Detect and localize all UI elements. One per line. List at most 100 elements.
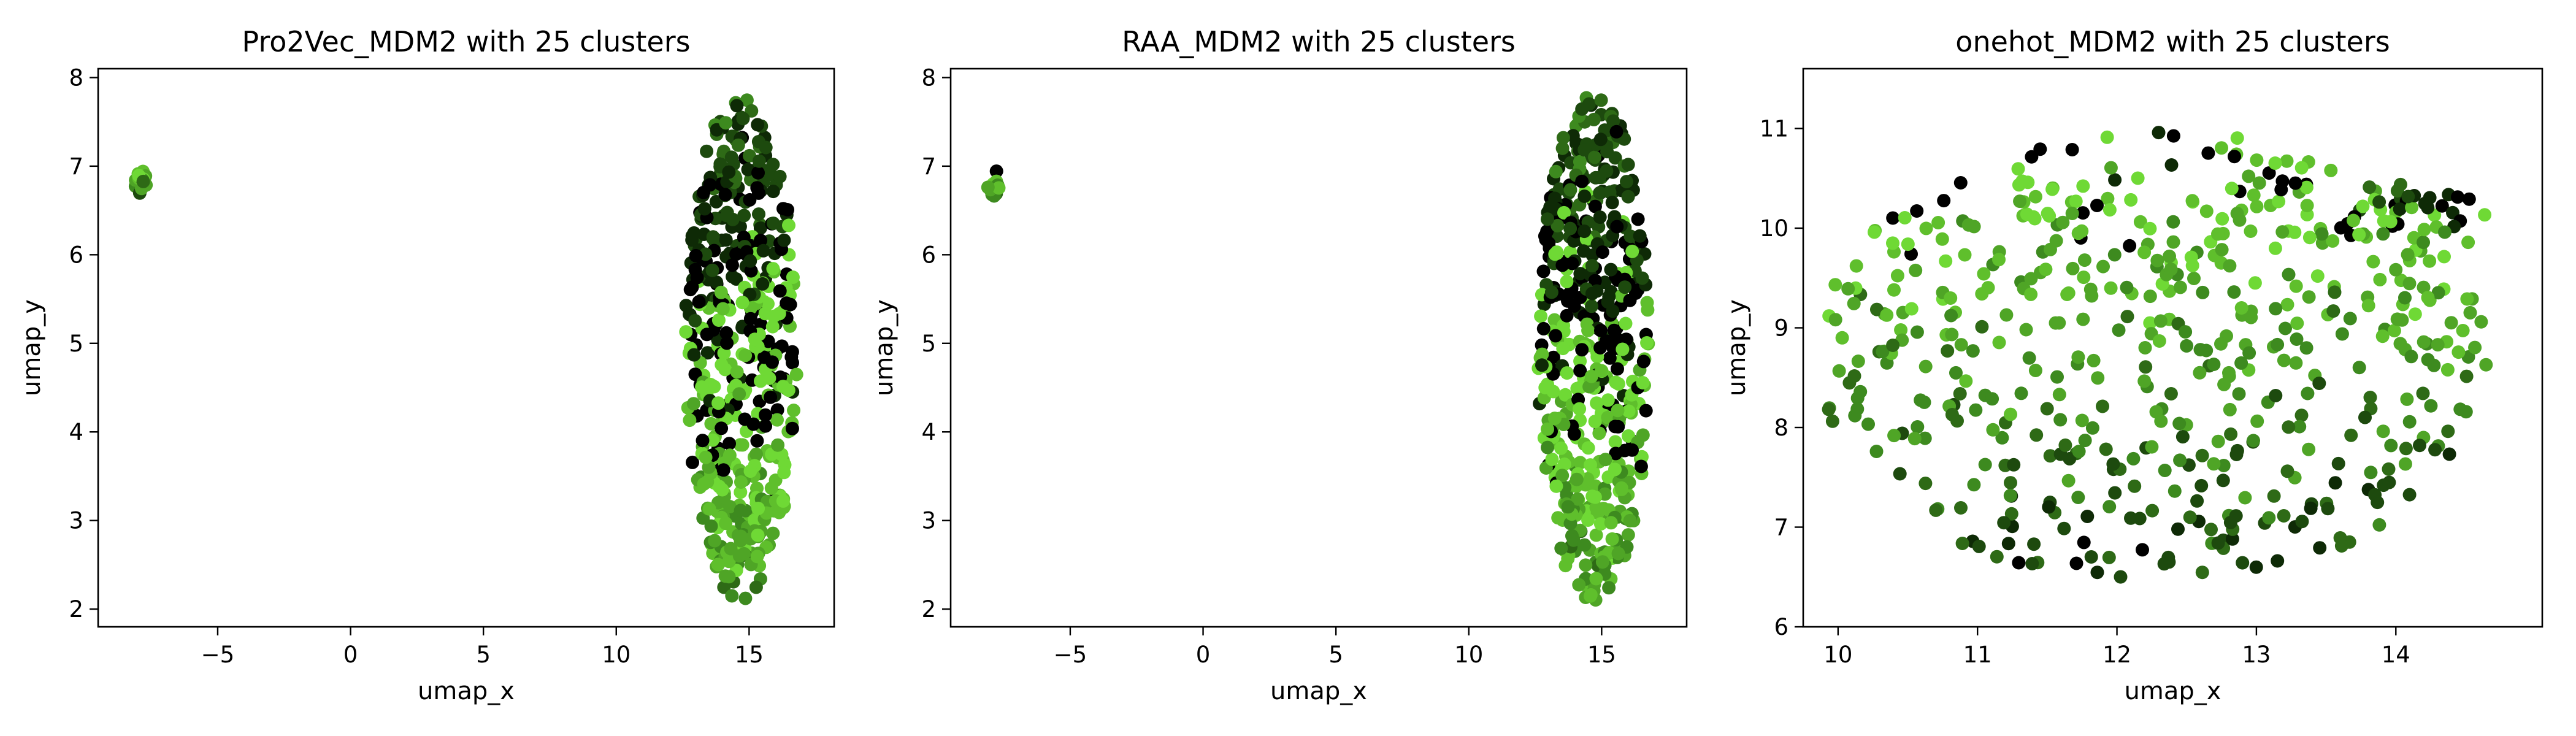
scatter-point [2375, 329, 2390, 343]
scatter-point [2361, 299, 2375, 313]
scatter-point [2028, 190, 2042, 204]
scatter-point [2313, 541, 2327, 555]
scatter-point [715, 358, 729, 372]
scatter-point [772, 505, 786, 519]
scatter-point [1593, 517, 1608, 531]
scatter-point [2478, 208, 2492, 222]
scatter-point [1639, 404, 1653, 418]
chart-title: Pro2Vec_MDM2 with 25 clusters [242, 25, 690, 58]
scatter-point [764, 481, 778, 495]
scatter-point [1944, 291, 1958, 305]
scatter-point [1635, 450, 1649, 464]
scatter-point [1640, 336, 1654, 350]
scatter-point [2248, 276, 2262, 290]
scatter-point [1975, 320, 1989, 334]
scatter-point [731, 138, 745, 152]
x-tick-label: −5 [1054, 642, 1087, 668]
scatter-point [1604, 516, 1618, 530]
y-axis-label: umap_y [870, 299, 899, 396]
scatter-panel-raa: RAA_MDM2 with 25 clusters umap_x umap_y … [870, 25, 1688, 705]
scatter-point [2069, 556, 2083, 570]
scatter-point [2019, 323, 2033, 337]
y-tick-label: 11 [1760, 116, 1788, 142]
scatter-point [1822, 402, 1836, 416]
scatter-point [1538, 381, 1552, 394]
x-tick-label: −5 [201, 642, 235, 668]
scatter-point [1557, 457, 1571, 471]
scatter-point [785, 421, 799, 435]
scatter-point [2302, 231, 2317, 245]
scatter-point [765, 320, 780, 334]
y-tick-label: 7 [69, 153, 83, 180]
scatter-point [1575, 343, 1589, 357]
x-tick-label: 12 [2103, 642, 2131, 668]
scatter-point [766, 217, 780, 231]
scatter-point [2299, 180, 2313, 194]
scatter-point [1549, 164, 1563, 178]
scatter-point [2004, 476, 2017, 490]
scatter-point [1535, 347, 1549, 361]
scatter-point [1828, 313, 1842, 327]
scatter-point [2294, 408, 2309, 423]
scatter-point [2196, 285, 2210, 299]
scatter-point [697, 202, 711, 216]
scatter-point [722, 570, 736, 584]
scatter-point [1556, 342, 1570, 356]
scatter-point [1541, 422, 1554, 436]
scatter-point [1937, 194, 1951, 208]
scatter-point [710, 275, 724, 289]
scatter-point [1536, 321, 1551, 335]
scatter-point [2334, 221, 2348, 235]
scatter-point [697, 477, 711, 491]
scatter-point [715, 421, 729, 435]
scatter-point [1581, 323, 1595, 337]
scatter-point [2108, 486, 2122, 500]
y-tick-label: 3 [921, 508, 936, 534]
y-tick-label: 5 [921, 331, 936, 357]
scatter-point [1551, 511, 1565, 525]
scatter-point [1969, 403, 1983, 417]
scatter-point [2460, 292, 2474, 306]
scatter-point [2334, 539, 2348, 553]
scatter-point [2444, 316, 2458, 330]
scatter-point [1959, 374, 1973, 388]
scatter-point [683, 413, 697, 427]
scatter-point [2326, 234, 2340, 248]
scatter-point [708, 534, 722, 548]
scatter-point [2400, 392, 2414, 406]
scatter-point [1995, 431, 2009, 445]
scatter-point [723, 448, 737, 462]
scatter-point [2247, 188, 2261, 202]
scatter-point [1953, 176, 1968, 190]
x-tick-label: 15 [1587, 642, 1616, 668]
scatter-point [2075, 413, 2089, 427]
scatter-point [1894, 323, 1908, 337]
scatter-point [1588, 199, 1602, 213]
scatter-point [1868, 225, 1881, 239]
scatter-point [1910, 204, 1924, 218]
scatter-point [2077, 270, 2091, 285]
scatter-point [726, 258, 739, 272]
scatter-point [2225, 182, 2239, 196]
scatter-point [1561, 294, 1574, 308]
scatter-point [1861, 417, 1875, 431]
scatter-point [2268, 241, 2282, 255]
scatter-point [1581, 441, 1595, 455]
scatter-point [2045, 182, 2060, 196]
scatter-point [2053, 413, 2068, 427]
scatter-point [2233, 213, 2247, 227]
scatter-point [2013, 194, 2027, 209]
scatter-point [1919, 221, 1933, 236]
scatter-point [2376, 227, 2390, 241]
y-tick-label: 7 [1774, 515, 1788, 541]
scatter-point [688, 313, 702, 328]
scatter-point [1608, 435, 1622, 449]
scatter-point [743, 312, 757, 326]
scatter-point [2193, 366, 2207, 380]
scatter-point [2108, 173, 2122, 187]
scatter-point [2383, 215, 2398, 229]
scatter-point [2040, 402, 2054, 416]
scatter-point [2230, 131, 2244, 145]
scatter-point [2461, 236, 2475, 250]
